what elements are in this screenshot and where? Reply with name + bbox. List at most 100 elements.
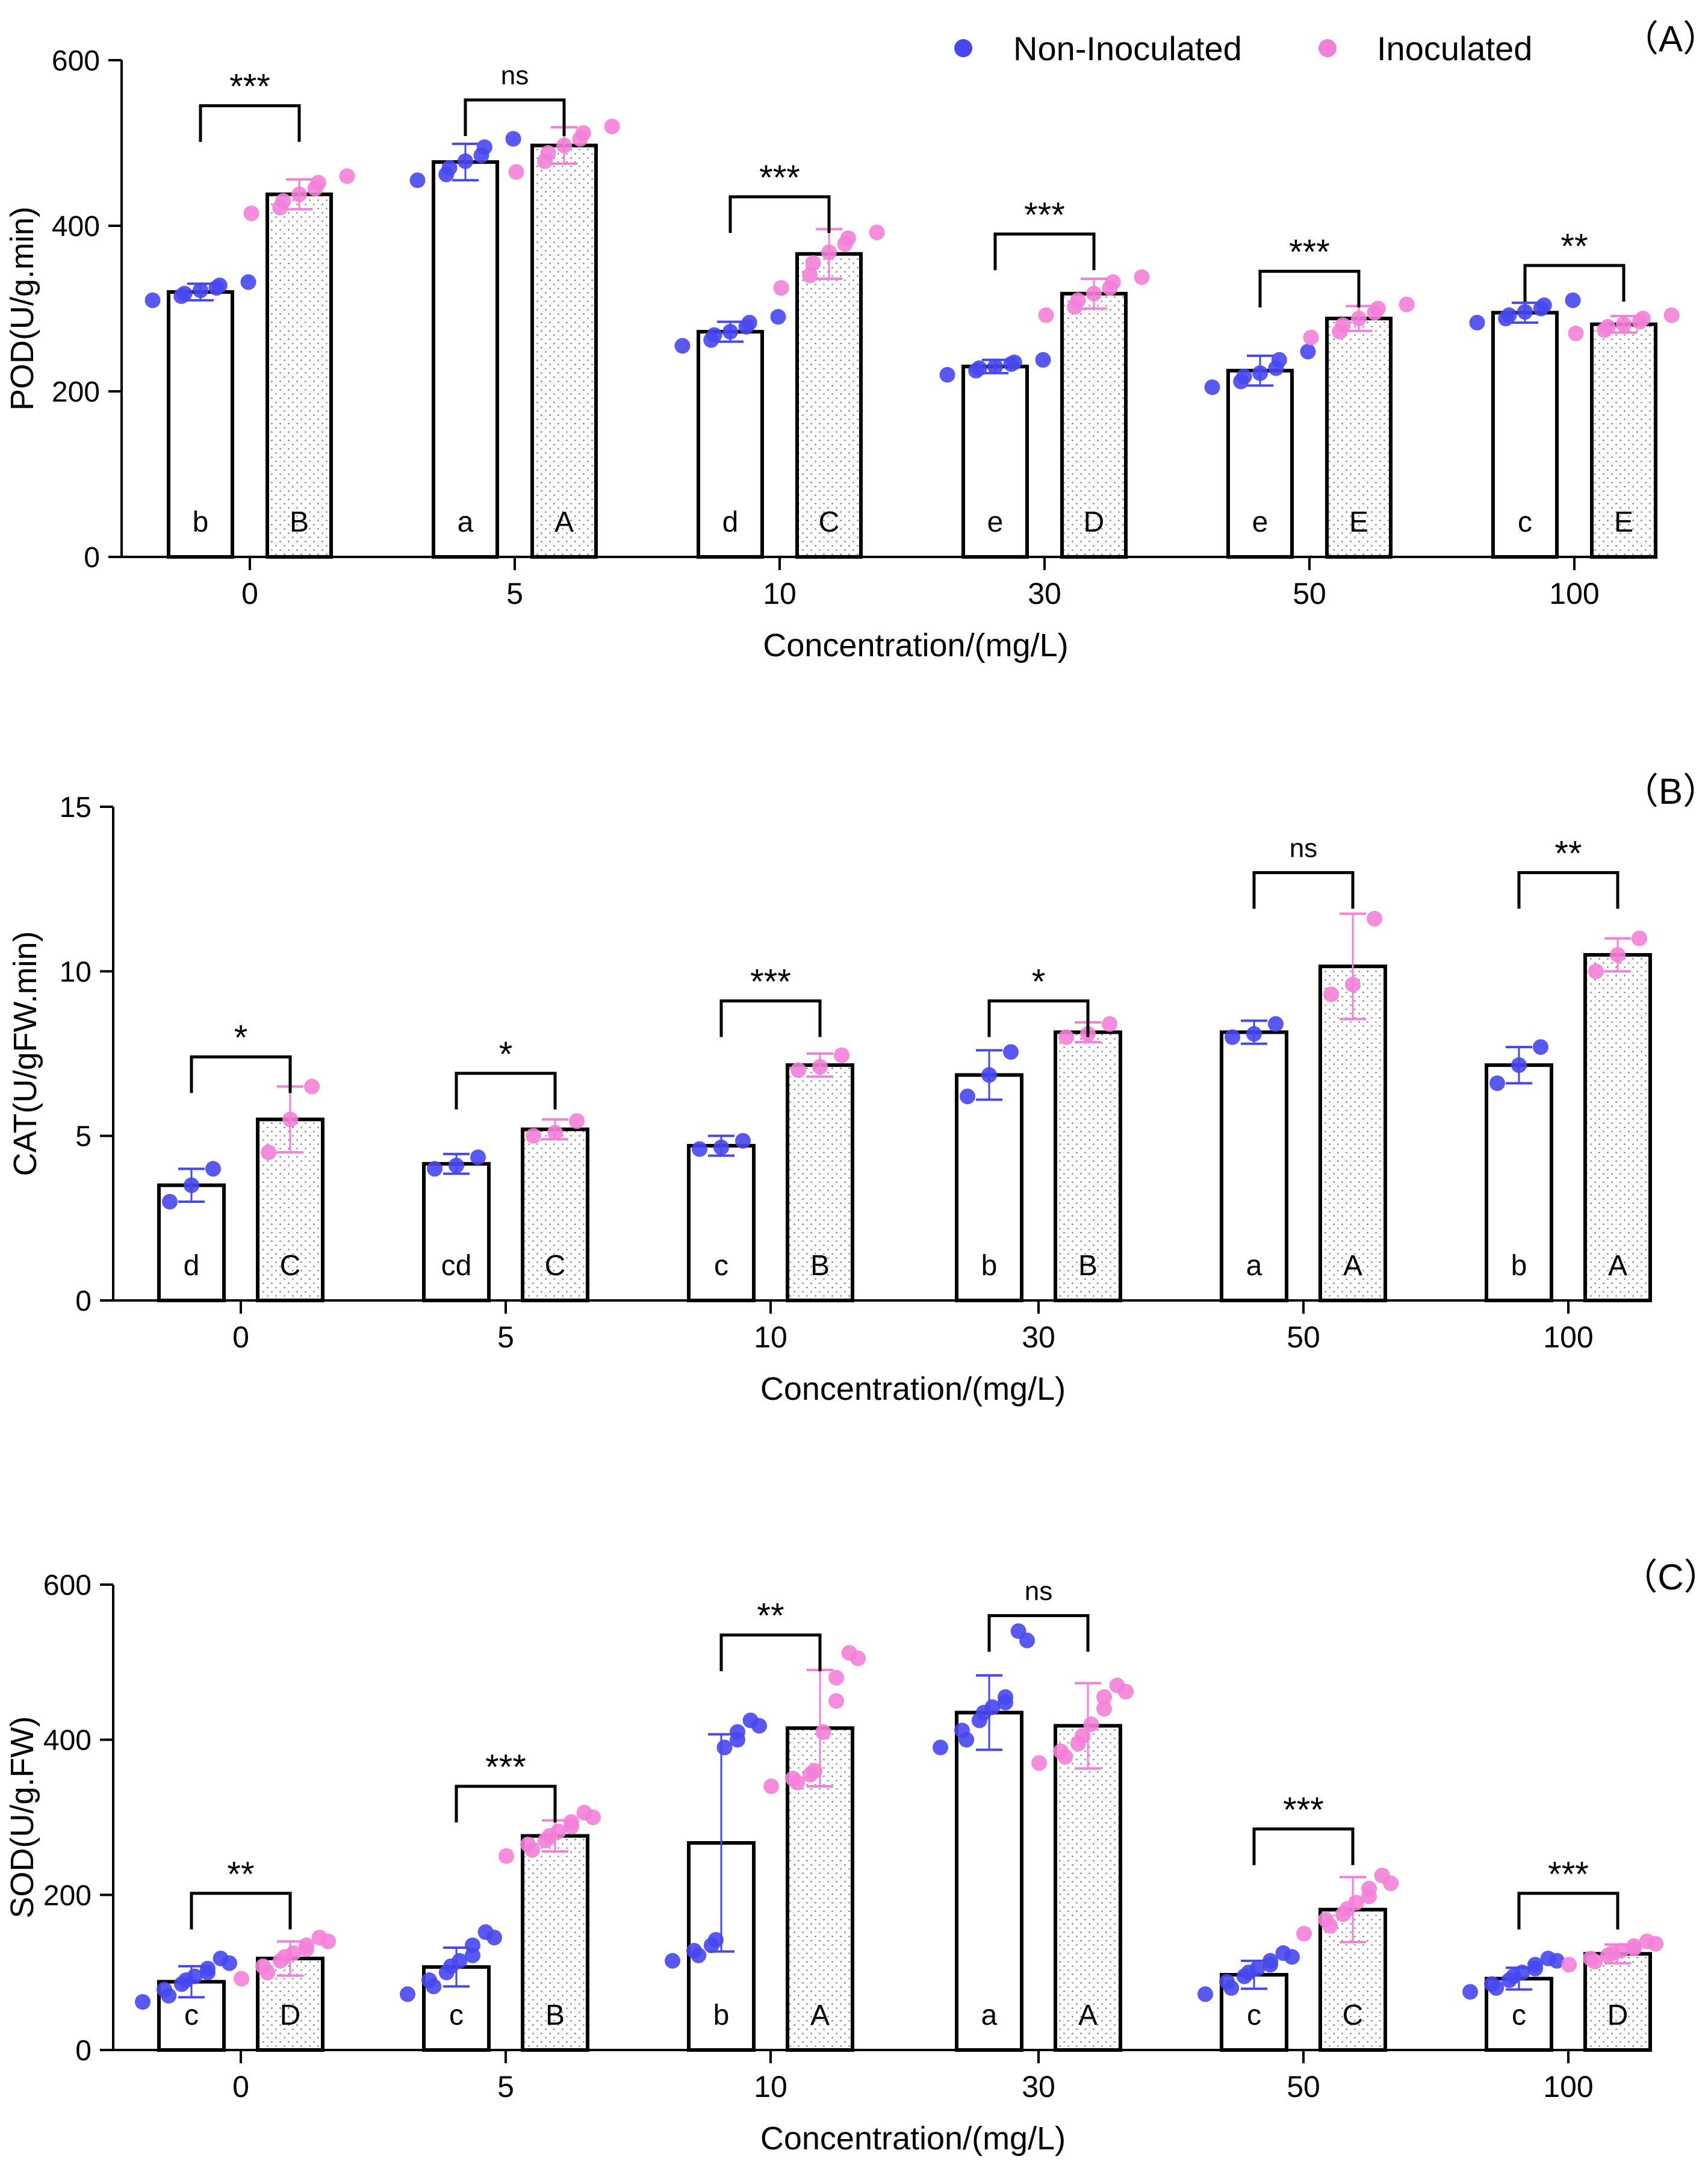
significance-bracket bbox=[190, 1055, 292, 1093]
significance-bracket bbox=[1252, 871, 1355, 909]
data-point bbox=[1568, 325, 1584, 341]
y-tick-label: 0 bbox=[84, 542, 100, 574]
x-tick-label: 5 bbox=[506, 577, 523, 610]
bar bbox=[1583, 1952, 1652, 2052]
x-tick-label: 50 bbox=[1287, 1320, 1320, 1354]
data-point bbox=[569, 1113, 585, 1129]
data-point bbox=[1588, 963, 1604, 980]
data-point bbox=[1083, 1716, 1099, 1732]
data-point bbox=[205, 1161, 221, 1177]
data-point bbox=[1249, 1960, 1265, 1977]
data-point bbox=[520, 1836, 536, 1853]
x-axis-title: Concentration/(mg/L) bbox=[763, 627, 1068, 663]
data-point bbox=[1102, 1016, 1117, 1032]
data-point bbox=[869, 225, 885, 240]
significance-bracket bbox=[199, 104, 301, 142]
significance-label: * bbox=[234, 1018, 248, 1057]
data-point bbox=[1296, 1925, 1312, 1942]
group-letter: A bbox=[1343, 1250, 1362, 1282]
data-point bbox=[176, 285, 193, 302]
significance-label: * bbox=[499, 1035, 513, 1074]
data-point bbox=[1225, 1029, 1240, 1045]
data-point bbox=[1501, 307, 1517, 323]
group-letter: B bbox=[545, 1999, 565, 2031]
data-point bbox=[144, 292, 161, 308]
data-point bbox=[540, 145, 556, 161]
group-letter: C bbox=[280, 1250, 301, 1282]
data-point bbox=[1086, 285, 1102, 302]
bar bbox=[955, 1073, 1023, 1302]
data-point bbox=[1219, 1974, 1235, 1990]
group-letter: c bbox=[449, 1999, 464, 2031]
bar bbox=[1226, 368, 1294, 559]
significance-bracket bbox=[719, 1633, 822, 1671]
data-point bbox=[505, 131, 521, 147]
y-tick-label: 0 bbox=[75, 2035, 92, 2067]
group-letter: A bbox=[1078, 1999, 1098, 2031]
data-point bbox=[1514, 1965, 1530, 1981]
x-tick-label: 10 bbox=[763, 577, 797, 610]
data-point bbox=[1517, 304, 1533, 320]
data-point bbox=[1610, 947, 1626, 963]
data-point bbox=[1533, 1039, 1548, 1055]
data-point bbox=[1565, 292, 1581, 308]
data-point bbox=[1075, 1728, 1090, 1744]
group-letter: C bbox=[545, 1250, 566, 1282]
bar bbox=[167, 290, 234, 559]
data-point bbox=[1246, 1026, 1262, 1042]
data-point bbox=[339, 168, 355, 184]
data-point bbox=[1252, 365, 1268, 381]
data-point bbox=[981, 1067, 997, 1083]
significance-label: *** bbox=[750, 963, 791, 1002]
bar bbox=[1485, 1063, 1553, 1302]
legend-label-inoculated: Inoculated bbox=[1377, 30, 1532, 67]
x-tick-label: 0 bbox=[232, 1320, 249, 1354]
significance-bracket bbox=[719, 999, 822, 1037]
x-tick-label: 100 bbox=[1549, 577, 1599, 610]
y-axis-title: CAT(U/gFW.min) bbox=[7, 931, 43, 1176]
group-letter: b bbox=[1511, 1250, 1527, 1282]
x-tick-label: 5 bbox=[497, 2070, 514, 2104]
legend-label-non-inoculated: Non-Inoculated bbox=[1013, 30, 1242, 67]
data-point bbox=[939, 367, 955, 383]
data-point bbox=[1271, 352, 1287, 368]
group-letter: C bbox=[1343, 1999, 1364, 2031]
significance-label: ** bbox=[227, 1855, 254, 1894]
data-point bbox=[1367, 910, 1382, 927]
group-letter: D bbox=[1084, 506, 1105, 538]
significance-label: ** bbox=[1554, 834, 1582, 873]
group-letter: D bbox=[1607, 1999, 1629, 2031]
group-letter: e bbox=[987, 506, 1004, 538]
data-point bbox=[311, 1930, 328, 1946]
data-point bbox=[526, 1128, 541, 1144]
data-point bbox=[1070, 292, 1086, 308]
group-letter: e bbox=[1252, 506, 1269, 538]
significance-label: *** bbox=[759, 158, 800, 197]
y-tick-label: 200 bbox=[52, 376, 100, 408]
group-letter: b bbox=[713, 1999, 730, 2031]
data-point bbox=[807, 1763, 822, 1779]
bar bbox=[422, 1162, 491, 1302]
data-point bbox=[1469, 314, 1485, 331]
x-tick-label: 30 bbox=[1022, 2070, 1055, 2104]
legend-marker-inoculated bbox=[1318, 39, 1337, 57]
data-point bbox=[716, 1739, 733, 1756]
data-point bbox=[840, 230, 856, 246]
data-point bbox=[984, 1699, 1001, 1715]
data-point bbox=[1204, 379, 1220, 396]
bar bbox=[1590, 322, 1657, 559]
data-point bbox=[1536, 297, 1552, 313]
significance-bracket bbox=[1258, 270, 1361, 308]
data-point bbox=[1663, 307, 1680, 323]
data-point bbox=[1275, 1945, 1291, 1961]
data-point bbox=[1489, 1075, 1505, 1092]
data-point bbox=[708, 1932, 724, 1948]
y-tick-label: 400 bbox=[43, 1725, 92, 1757]
data-point bbox=[234, 1971, 249, 1987]
data-point bbox=[465, 1937, 480, 1954]
group-letter: cd bbox=[441, 1250, 472, 1282]
data-point bbox=[960, 1089, 975, 1105]
y-tick-label: 600 bbox=[52, 45, 100, 77]
data-point bbox=[1399, 296, 1415, 312]
